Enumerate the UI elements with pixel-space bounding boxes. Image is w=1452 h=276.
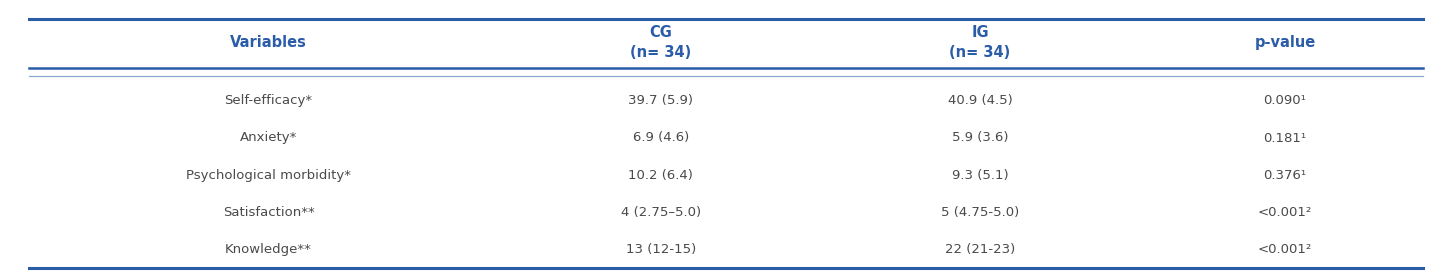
Text: 5.9 (3.6): 5.9 (3.6) (953, 131, 1008, 145)
Text: Psychological morbidity*: Psychological morbidity* (186, 169, 351, 182)
Text: 40.9 (4.5): 40.9 (4.5) (948, 94, 1012, 107)
Text: 0.376¹: 0.376¹ (1263, 169, 1307, 182)
Text: Anxiety*: Anxiety* (240, 131, 298, 145)
Text: Self-efficacy*: Self-efficacy* (225, 94, 312, 107)
Text: 22 (21-23): 22 (21-23) (945, 243, 1015, 256)
Text: Variables: Variables (231, 35, 306, 50)
Text: IG: IG (971, 25, 989, 40)
Text: 4 (2.75–5.0): 4 (2.75–5.0) (620, 206, 701, 219)
Text: 0.181¹: 0.181¹ (1263, 131, 1307, 145)
Text: CG: CG (649, 25, 672, 40)
Text: 10.2 (6.4): 10.2 (6.4) (629, 169, 693, 182)
Text: p-value: p-value (1255, 35, 1316, 50)
Text: 5 (4.75-5.0): 5 (4.75-5.0) (941, 206, 1019, 219)
Text: 39.7 (5.9): 39.7 (5.9) (629, 94, 693, 107)
Text: 13 (12-15): 13 (12-15) (626, 243, 696, 256)
Text: (n= 34): (n= 34) (630, 45, 691, 60)
Text: Knowledge**: Knowledge** (225, 243, 312, 256)
Text: Satisfaction**: Satisfaction** (222, 206, 315, 219)
Text: 0.090¹: 0.090¹ (1263, 94, 1307, 107)
Text: <0.001²: <0.001² (1257, 206, 1313, 219)
Text: <0.001²: <0.001² (1257, 243, 1313, 256)
Text: 6.9 (4.6): 6.9 (4.6) (633, 131, 688, 145)
Text: (n= 34): (n= 34) (950, 45, 1011, 60)
Text: 9.3 (5.1): 9.3 (5.1) (953, 169, 1008, 182)
